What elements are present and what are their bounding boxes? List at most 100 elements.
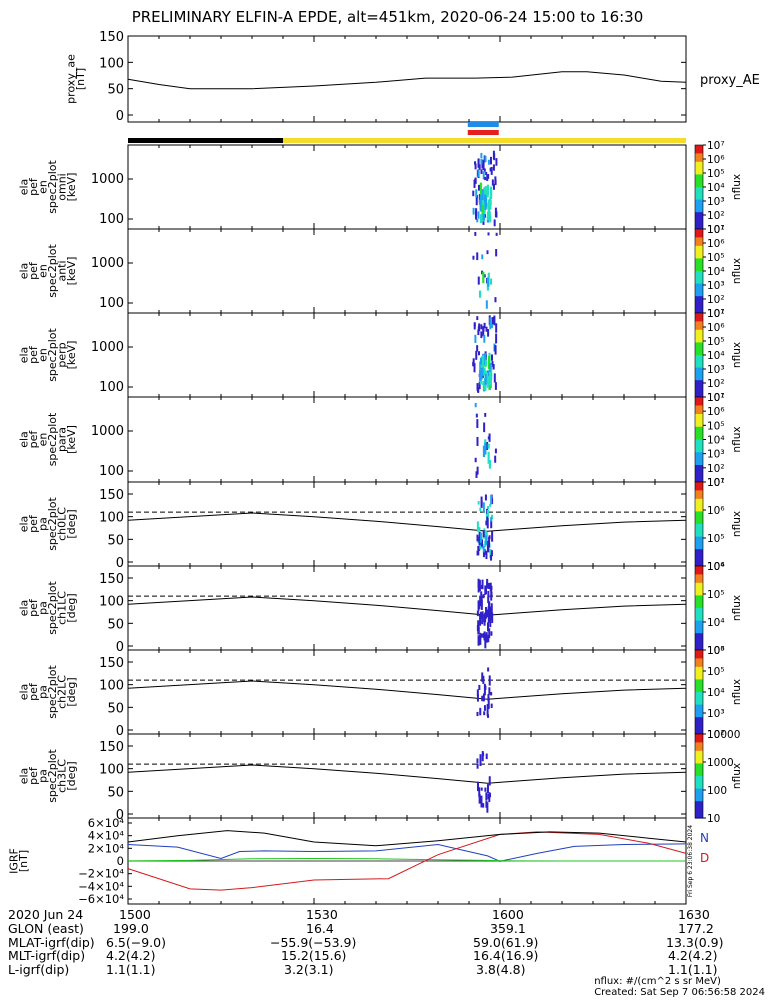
colorbar-segment [695, 557, 703, 561]
omni-spectrogram-cell [483, 194, 487, 202]
footer-cell: 199.0 [113, 920, 149, 936]
colorbar-segment [695, 561, 703, 565]
colorbar-tick-label: 10² [707, 294, 725, 306]
footer-cell: 16.4(16.9) [473, 948, 539, 964]
colorbar-segment [695, 500, 703, 504]
y-axis-label-line: [deg] [65, 593, 78, 622]
perp-y-tick-label: 100 [99, 380, 124, 395]
para-spectrogram-cell [494, 455, 497, 463]
colorbar-segment [695, 405, 703, 409]
ch0-spectrogram-cell [484, 540, 487, 547]
footer-cell: 1530 [306, 907, 338, 922]
colorbar-segment [695, 329, 703, 333]
colorbar-segment [695, 683, 703, 687]
colorbar-segment [695, 281, 703, 285]
ch0-y-tick-label: 100 [99, 511, 124, 526]
ch1-spectrogram-cell [481, 633, 484, 638]
perp-spectrogram-cell [489, 371, 492, 386]
colorbar-segment [695, 633, 703, 636]
ae-y-tick-label: 100 [99, 56, 124, 71]
omni-spectrogram-cell [482, 171, 485, 180]
ch0-spectrogram-cell [484, 494, 487, 501]
y-axis-label-line: para [55, 427, 68, 452]
ch0-spectrogram-cell [490, 514, 493, 520]
ch1-spectrogram-cell [485, 632, 488, 643]
colorbar-segment [695, 643, 703, 647]
perp-spectrogram-cell [491, 317, 494, 325]
loss-cone-line [127, 680, 687, 700]
colorbar-segment [695, 467, 703, 470]
ch3-spectrogram-cell [476, 758, 479, 764]
ae-y-tick-label: 0 [116, 109, 124, 124]
footer-cell: 359.1 [490, 920, 526, 936]
colorbar-segment [695, 170, 703, 173]
colorbar-segment [695, 378, 703, 381]
ch3-spectrogram-cell [479, 754, 482, 767]
colorbar-segment [695, 757, 703, 760]
para-spectrogram-cell [484, 412, 487, 417]
perp-spectrogram-cell [479, 370, 482, 381]
omni-spectrogram-cell [489, 156, 492, 165]
colorbar-tick-label: 10⁶ [707, 406, 725, 418]
colorbar-segment [695, 570, 703, 573]
colorbar-segment [695, 273, 703, 276]
colorbar-segment [695, 313, 703, 316]
colorbar-segment [695, 334, 703, 337]
perp-spectrogram-cell [472, 358, 475, 364]
omni-spectrogram-cell [485, 171, 488, 176]
igrf-y-tick-label: −4×10⁴ [78, 879, 124, 893]
ch3-spectrogram-cell [482, 803, 485, 808]
y-axis-label-line: IGRF [7, 848, 20, 874]
ch0-spectrogram-cell [486, 540, 489, 551]
footer-label: MLT-igrf(dip) [8, 948, 86, 964]
colorbar-segment [695, 713, 703, 716]
ch1-y-tick-label: 50 [107, 617, 124, 632]
colorbar-segment [695, 226, 703, 230]
colorbar-segment [695, 507, 703, 510]
colorbar-segment [695, 338, 703, 341]
y-axis-label-line: pa [36, 769, 49, 783]
y-axis-label-line: proxy_ae [64, 54, 77, 104]
omni-spectrogram-cell [472, 190, 475, 197]
colorbar-segment [695, 769, 703, 773]
colorbar-segment [695, 593, 703, 596]
colorbar-segment [695, 792, 703, 796]
colorbar-segment [695, 521, 703, 525]
omni-spectrogram-cell [479, 214, 483, 223]
omni-spectrogram-cell [481, 189, 484, 201]
ch1-spectrogram-cell [488, 628, 491, 639]
colorbar-tick-label: 10⁶ [707, 154, 725, 166]
para-spectrogram-cell [483, 422, 486, 433]
ch1-spectrogram-cell [480, 591, 483, 596]
colorbar-segment [695, 763, 703, 767]
ch1-spectrogram-cell [480, 584, 483, 589]
y-axis-label-line: en [36, 264, 49, 278]
ch2-spectrogram-cell [483, 683, 486, 696]
perp-spectrogram-cell [484, 374, 487, 388]
colorbar-tick-label: 10⁴ [707, 435, 725, 447]
colorbar-tick-label: 10² [707, 729, 725, 741]
colorbar-segment [695, 411, 703, 415]
colorbar-tick-label: 10³ [707, 280, 725, 292]
perp-spectrogram-cell [478, 381, 481, 390]
colorbar-segment [695, 681, 703, 685]
ch3-spectrogram-cell [478, 793, 481, 804]
ch1-spectrogram-cell [488, 601, 491, 609]
colorbar-tick-label: 10³ [707, 708, 725, 720]
omni-spectrogram-cell [473, 179, 476, 188]
perp-spectrogram-cell [480, 367, 483, 380]
ch3-colorbar [694, 733, 704, 819]
colorbar-segment [695, 528, 703, 531]
colorbar-segment [695, 319, 703, 322]
ch3-spectrogram-cell [485, 792, 488, 801]
colorbar-segment [695, 534, 703, 538]
perp-spectrogram-cell [479, 378, 482, 385]
colorbar-segment [695, 639, 703, 643]
omni-plot-frame [127, 144, 687, 230]
status-bar-shadow [128, 138, 283, 143]
colorbar-segment [695, 416, 703, 419]
colorbar-segment [695, 199, 703, 203]
ch2-spectrogram-cell [481, 672, 484, 682]
anti-spectrogram-cell [482, 271, 485, 284]
